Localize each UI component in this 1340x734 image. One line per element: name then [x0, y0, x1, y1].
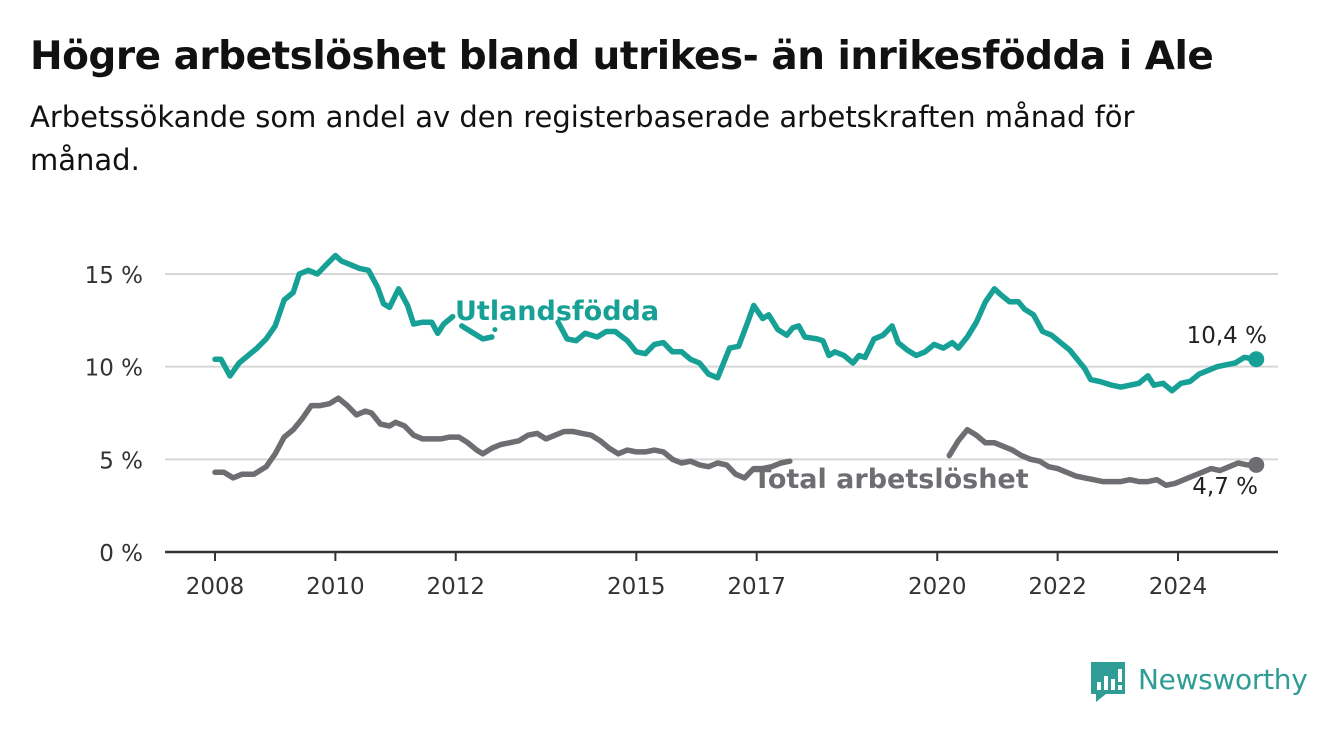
y-tick-label: 5 %: [99, 448, 143, 474]
series-lines: [212, 252, 1265, 489]
end-point-utlandsfodda: [1248, 351, 1265, 368]
chart-subtitle: Arbetssökande som andel av den registerb…: [30, 100, 1135, 177]
newsworthy-logo-icon: [1091, 662, 1125, 702]
brand-name: Newsworthy: [1138, 663, 1308, 696]
end-value-label-total: 4,7 %: [1192, 474, 1258, 500]
x-tick-label: 2015: [607, 574, 666, 600]
x-tick-label: 2024: [1149, 574, 1208, 600]
y-axis-labels: 0 % 5 % 10 % 15 %: [85, 263, 143, 567]
x-tick-label: 2008: [186, 574, 245, 600]
y-tick-label: 0 %: [99, 541, 143, 567]
series-line-utlandsfodda: [492, 327, 498, 333]
x-tick-label: 2020: [908, 574, 967, 600]
series-line-utlandsfodda: [555, 286, 1259, 394]
x-tick-label: 2012: [426, 574, 485, 600]
x-tick-label: 2022: [1028, 574, 1087, 600]
series-line-utlandsfodda: [459, 323, 495, 342]
series-label-utlandsfodda: Utlandsfödda: [455, 296, 659, 327]
x-axis: 2008 2010 2012 2015 2017 2020 2022 2024: [165, 550, 1278, 600]
series-line-utlandsfodda: [212, 252, 456, 379]
series-labels: Utlandsfödda 10,4 % Total arbetslöshet 4,7 …: [455, 296, 1267, 500]
series-line-total: [212, 395, 793, 481]
x-tick-label: 2017: [727, 574, 786, 600]
y-tick-label: 10 %: [85, 356, 143, 382]
y-tick-label: 15 %: [85, 263, 143, 289]
series-line-total: [946, 426, 1259, 489]
newsworthy-brand[interactable]: Newsworthy: [1088, 658, 1320, 706]
end-point-total: [1248, 456, 1265, 473]
series-label-total: Total arbetslöshet: [753, 464, 1029, 495]
end-value-label-utlandsfodda: 10,4 %: [1187, 323, 1267, 349]
x-tick-label: 2010: [306, 574, 365, 600]
chart-title: Högre arbetslöshet bland utrikes- än inr…: [30, 34, 1214, 79]
